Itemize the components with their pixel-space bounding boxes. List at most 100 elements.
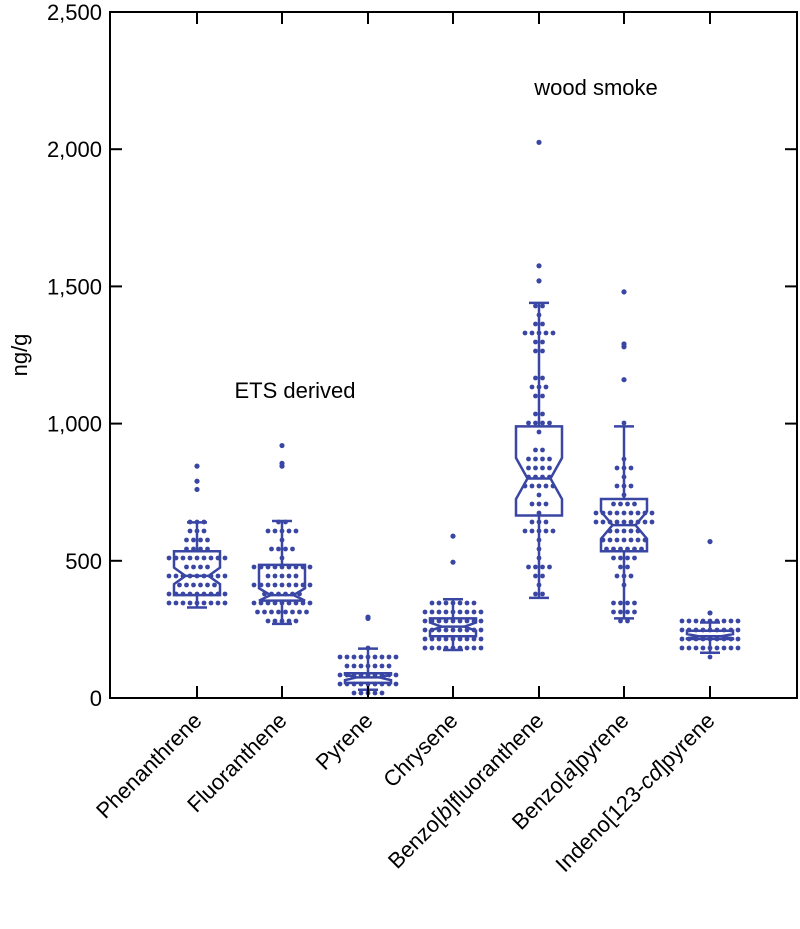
outlier-point	[450, 533, 456, 539]
data-point	[443, 618, 449, 624]
data-point	[293, 528, 299, 534]
data-point	[628, 465, 634, 471]
y-tick-label: 1,500	[47, 274, 102, 299]
data-point	[201, 600, 207, 606]
data-point	[735, 627, 741, 633]
y-tick-label: 1,000	[47, 412, 102, 437]
data-layer	[166, 139, 741, 696]
data-point	[625, 555, 630, 561]
data-point	[526, 564, 531, 570]
notched-box	[514, 425, 564, 517]
outlier-point	[707, 610, 713, 616]
data-point	[436, 645, 442, 651]
x-tick-label: Benzo[b]fluoranthene	[383, 708, 549, 874]
y-axis: 0 500 1,000 1,500 2,000 2,500	[47, 0, 797, 711]
data-point	[386, 663, 392, 669]
data-point	[191, 582, 196, 588]
data-point	[436, 618, 442, 624]
data-point	[429, 645, 435, 651]
data-point	[618, 600, 623, 606]
data-point	[632, 600, 637, 606]
data-point	[526, 456, 531, 462]
data-point	[337, 654, 343, 660]
data-point	[536, 429, 542, 435]
data-point	[265, 528, 271, 534]
data-point	[184, 582, 189, 588]
data-point	[526, 465, 531, 471]
data-point	[686, 618, 692, 624]
outlier-point	[194, 486, 200, 493]
data-point	[540, 465, 545, 471]
data-point	[540, 420, 545, 426]
data-point	[269, 546, 274, 552]
data-point	[618, 501, 623, 507]
data-point	[187, 555, 193, 561]
data-point	[628, 573, 634, 579]
data-point	[443, 600, 449, 606]
data-point	[191, 564, 196, 570]
data-point	[478, 645, 484, 651]
data-point	[265, 618, 271, 624]
data-point	[735, 636, 741, 642]
data-point	[279, 582, 285, 588]
data-point	[166, 591, 172, 597]
data-point	[540, 591, 545, 597]
data-point	[628, 483, 634, 489]
data-point	[529, 528, 535, 534]
data-point	[529, 330, 535, 336]
data-point	[173, 600, 179, 606]
data-point	[550, 330, 556, 336]
data-point	[522, 528, 528, 534]
outlier-point	[365, 614, 371, 620]
data-point	[290, 546, 295, 552]
data-point	[464, 645, 470, 651]
data-point	[283, 609, 288, 615]
data-point	[635, 537, 641, 543]
data-point	[621, 420, 627, 426]
data-point	[536, 501, 542, 507]
data-point	[436, 600, 442, 606]
data-point	[533, 411, 538, 417]
data-point	[533, 456, 538, 462]
data-point	[222, 555, 228, 561]
x-tick-label: Indeno[123-cd]pyrene	[550, 708, 719, 877]
data-point	[628, 528, 634, 534]
data-point	[351, 663, 357, 669]
data-point	[180, 600, 186, 606]
data-point	[679, 618, 685, 624]
data-point	[205, 537, 210, 543]
data-point	[547, 420, 552, 426]
data-point	[611, 600, 616, 606]
data-point	[707, 654, 713, 660]
data-point	[436, 636, 442, 642]
data-point	[194, 555, 200, 561]
data-point	[540, 348, 545, 354]
data-point	[540, 411, 545, 417]
data-point	[304, 609, 309, 615]
data-point	[543, 483, 549, 489]
data-point	[533, 591, 538, 597]
data-point	[337, 681, 343, 687]
data-point	[522, 330, 528, 336]
data-point	[593, 510, 599, 516]
data-point	[187, 600, 193, 606]
data-point	[540, 447, 545, 453]
data-point	[614, 573, 620, 579]
data-point	[205, 564, 210, 570]
data-point	[618, 618, 623, 624]
data-point	[297, 609, 302, 615]
data-point	[529, 519, 535, 525]
data-point	[621, 510, 627, 516]
data-point	[625, 564, 630, 570]
data-point	[540, 573, 545, 579]
data-point	[173, 573, 179, 579]
data-point	[735, 645, 741, 651]
data-point	[393, 654, 399, 660]
annotation-wood-smoke: wood smoke	[533, 75, 658, 100]
outlier-point	[621, 289, 627, 295]
data-point	[351, 690, 357, 696]
data-point	[607, 537, 613, 543]
data-point	[533, 303, 538, 309]
data-point	[272, 573, 278, 579]
